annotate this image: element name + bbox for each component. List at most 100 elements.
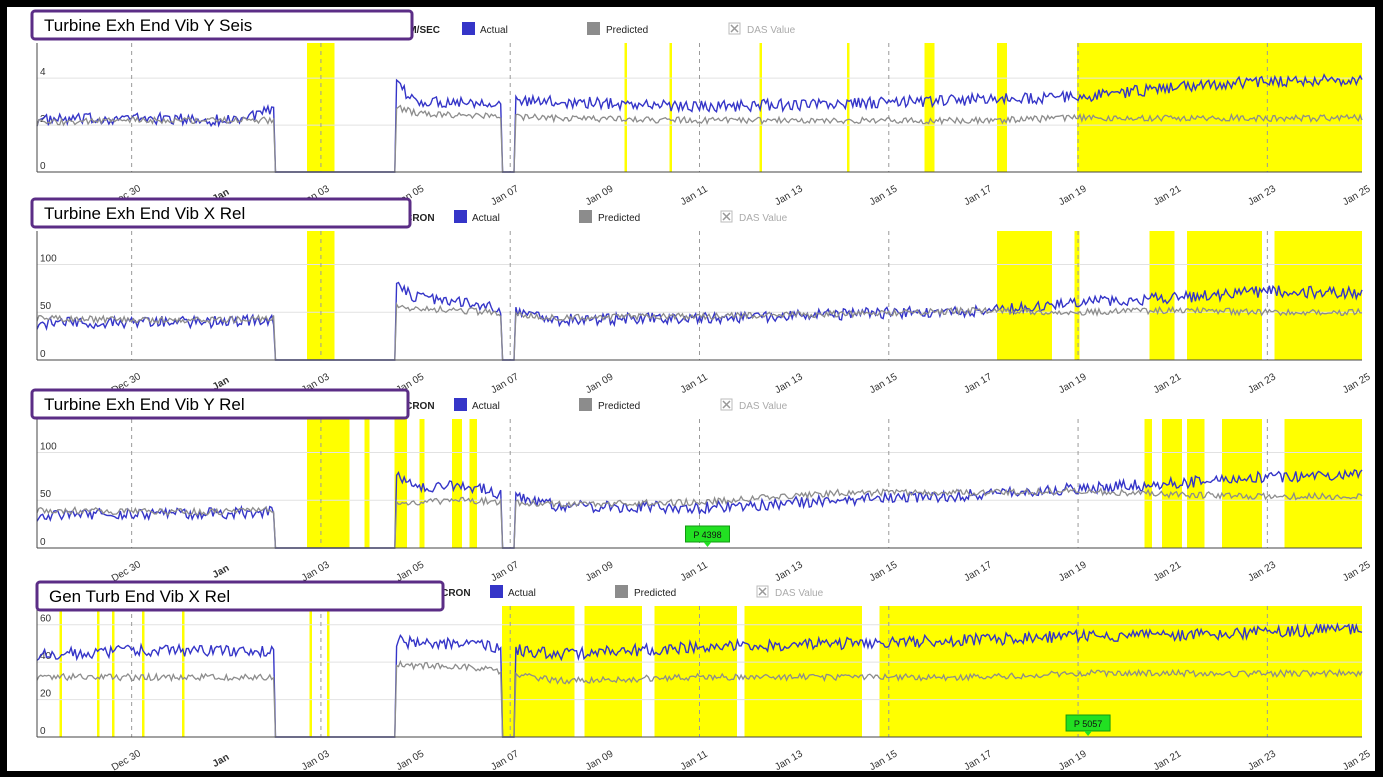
x-tick-label: Jan 25 (1341, 371, 1373, 396)
highlight-band (584, 606, 642, 737)
highlight-band (744, 606, 862, 737)
highlight-band (997, 43, 1007, 172)
x-tick-label: Jan 19 (1057, 183, 1089, 208)
x-tick-label: Jan 07 (489, 559, 521, 584)
highlight-band (654, 606, 737, 737)
highlight-band (1077, 43, 1362, 172)
highlight-band (97, 606, 100, 737)
x-tick-label: Jan 09 (584, 183, 616, 208)
legend-swatch-actual (462, 22, 475, 35)
chart-title: Gen Turb End Vib X Rel (49, 587, 230, 606)
x-tick-label: Jan 15 (868, 748, 900, 771)
x-tick-label: Jan 23 (1246, 559, 1278, 584)
legend-label-das: DAS Value (747, 25, 796, 36)
legend-label-predicted: Predicted (598, 213, 640, 224)
x-tick-label: Jan 13 (773, 559, 805, 584)
title-box (30, 9, 414, 41)
das-x-icon (758, 587, 767, 596)
badge-label: P 5057 (1074, 719, 1102, 729)
unit-label: MICRON (394, 401, 435, 412)
x-tick-label: Jan 23 (1246, 748, 1278, 771)
legend-label-predicted: Predicted (606, 25, 648, 36)
highlight-band (327, 606, 330, 737)
x-tick-label: Jan 17 (962, 559, 994, 584)
x-tick-label: Jan 11 (679, 749, 710, 771)
unit-label: MM/SEC (400, 25, 440, 36)
badge-pointer (1084, 731, 1093, 736)
x-tick-label: Dec 30 (110, 748, 143, 771)
x-tick-label: Jan 09 (584, 371, 616, 396)
x-tick-label: Jan 25 (1341, 183, 1373, 208)
legend-swatch-predicted (587, 22, 600, 35)
legend-swatch-predicted (579, 398, 592, 411)
highlight-band (469, 419, 477, 548)
x-tick-label: Jan 17 (962, 748, 994, 771)
x-tick-label: Jan 13 (773, 183, 805, 208)
highlight-band (364, 419, 370, 548)
highlight-band (1187, 231, 1262, 360)
x-tick-label: Jan 15 (868, 371, 900, 396)
alert-badge[interactable]: P 5057 (1065, 714, 1111, 736)
alert-badge[interactable]: P 4398 (685, 525, 730, 547)
x-tick-label: Jan 05 (395, 748, 427, 771)
x-tick-label: Jan 11 (679, 372, 710, 396)
x-tick-label: Jan 15 (868, 183, 900, 208)
badge-label: P 4398 (693, 530, 721, 540)
legend-label-predicted: Predicted (598, 401, 640, 412)
legend-swatch-predicted (615, 585, 628, 598)
y-tick-label: 50 (40, 301, 52, 312)
legend-label-actual: Actual (480, 25, 508, 36)
legend-label-das: DAS Value (739, 213, 788, 224)
dashboard-canvas: 0 2 4 Dec 30 Jan Jan 03 Jan 05 Jan 07 Jan 09 Jan … (7, 7, 1375, 774)
x-tick-label: Jan 09 (584, 748, 616, 771)
x-tick-label: Jan 17 (962, 371, 994, 396)
y-tick-label: 4 (40, 67, 46, 78)
y-tick-label: 60 (40, 614, 52, 625)
legend-label-actual: Actual (472, 213, 500, 224)
legend-swatch-actual (454, 398, 467, 411)
highlight-band (1144, 419, 1152, 548)
highlight-band (142, 606, 145, 737)
highlight-band (419, 419, 425, 548)
x-tick-label: Jan 17 (962, 183, 994, 208)
x-tick-label: Jan 21 (1152, 183, 1184, 208)
legend-label-das: DAS Value (739, 401, 788, 412)
x-tick-label: Jan 07 (489, 183, 521, 208)
chart-title: Turbine Exh End Vib Y Rel (44, 395, 245, 414)
highlight-band (924, 43, 935, 172)
x-tick-label: Jan 03 (300, 559, 332, 584)
legend-label-actual: Actual (472, 401, 500, 412)
y-tick-label: 50 (40, 489, 52, 500)
x-tick-label: Jan 19 (1057, 371, 1089, 396)
actual-line (36, 281, 1363, 361)
x-tick-label: Jan 23 (1246, 183, 1278, 208)
x-tick-label: Jan 25 (1341, 748, 1373, 771)
highlight-band (112, 606, 115, 737)
y-tick-label: 0 (40, 161, 46, 172)
x-tick-label: Jan 07 (489, 371, 521, 396)
actual-line (36, 622, 1363, 738)
x-tick-label: Jan 09 (584, 559, 616, 584)
x-tick-label: Jan 19 (1057, 748, 1089, 771)
title-box (30, 197, 412, 229)
highlight-band (182, 606, 185, 737)
y-tick-label: 2 (40, 114, 46, 125)
chart-title: Turbine Exh End Vib Y Seis (44, 16, 252, 35)
y-tick-label: 0 (40, 726, 46, 737)
x-tick-label: Jan 15 (868, 559, 900, 584)
y-tick-label: 0 (40, 349, 46, 360)
legend-swatch-actual (490, 585, 503, 598)
highlight-band (1187, 419, 1205, 548)
actual-line (36, 468, 1363, 549)
y-tick-label: 100 (40, 441, 57, 452)
highlight-band (1222, 419, 1262, 548)
vibration-charts: 0 2 4 Dec 30 Jan Jan 03 Jan 05 Jan 07 Jan 09 Jan … (30, 9, 1373, 774)
actual-line (36, 73, 1363, 173)
das-x-icon (722, 400, 731, 409)
title-box (35, 580, 445, 612)
x-tick-label: Jan 25 (1341, 559, 1373, 584)
x-tick-label: Jan 11 (679, 184, 710, 208)
predicted-line (36, 301, 1362, 361)
legend-label-das: DAS Value (775, 588, 824, 599)
predicted-line (36, 486, 1363, 549)
